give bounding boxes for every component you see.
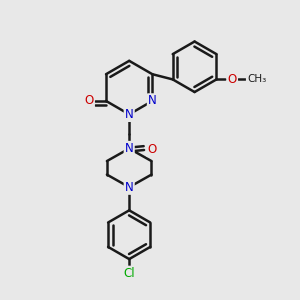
Text: N: N	[125, 108, 134, 121]
Text: O: O	[85, 94, 94, 107]
Text: N: N	[125, 142, 134, 155]
Text: Cl: Cl	[123, 267, 135, 280]
Text: N: N	[125, 181, 134, 194]
Text: O: O	[148, 143, 157, 156]
Text: O: O	[228, 73, 237, 86]
Text: CH₃: CH₃	[247, 74, 266, 84]
Text: N: N	[148, 94, 157, 107]
